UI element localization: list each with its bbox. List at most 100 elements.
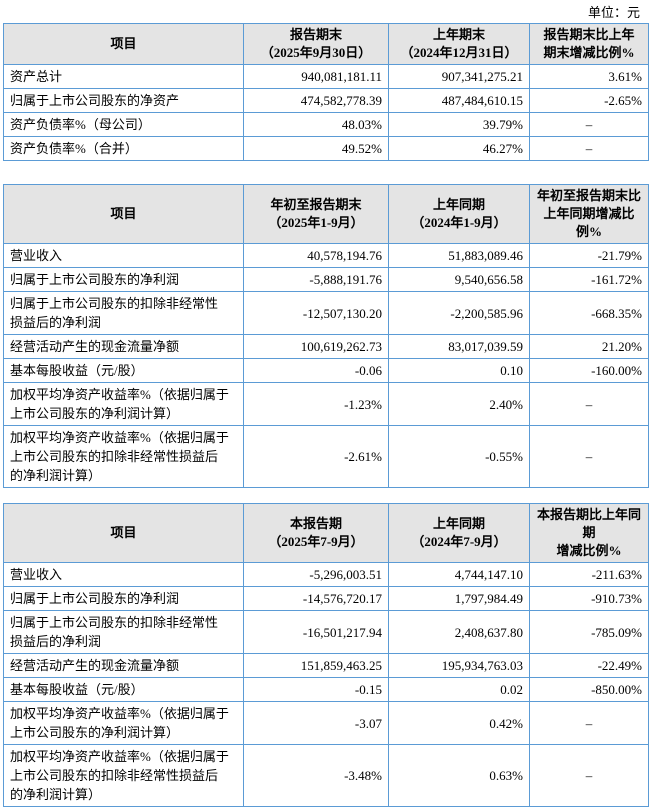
row-label: 资产总计: [3, 64, 244, 89]
no-value-dash: –: [529, 112, 649, 137]
row-label: 归属于上市公司股东的净资产: [3, 88, 244, 113]
row-label: 归属于上市公司股东的净利润: [3, 586, 244, 611]
value-cell: 1,797,984.49: [388, 586, 530, 611]
value-cell: 940,081,181.11: [243, 64, 389, 89]
value-cell: 0.63%: [388, 744, 530, 807]
table-row: 经营活动产生的现金流量净额 100,619,262.73 83,017,039.59…: [3, 334, 649, 359]
year-to-date-table: 项目 年初至报告期末 （2025年1-9月） 上年同期 （2024年1-9月） 年初至报告…: [3, 184, 649, 488]
value-cell: 40,578,194.76: [243, 243, 389, 268]
value-cell: 39.79%: [388, 112, 530, 137]
value-cell: -160.00%: [529, 358, 649, 383]
header-row: 项目 年初至报告期末 （2025年1-9月） 上年同期 （2024年1-9月） 年初至报告…: [3, 184, 649, 244]
column-header-line2: （2024年1-9月）: [411, 215, 507, 230]
column-header: 年初至报告期末 （2025年1-9月）: [243, 184, 389, 244]
value-cell: -0.15: [243, 677, 389, 702]
column-header: 项目: [3, 23, 244, 65]
column-header-line2: （2025年7-9月）: [268, 534, 364, 549]
header-row: 项目 本报告期 （2025年7-9月） 上年同期 （2024年7-9月） 本报告期比上年同…: [3, 503, 649, 563]
value-cell: 83,017,039.59: [388, 334, 530, 359]
value-cell: 49.52%: [243, 136, 389, 161]
value-cell: -161.72%: [529, 267, 649, 292]
value-cell: 51,883,089.46: [388, 243, 530, 268]
column-header-line2: 上年同期增减比例%: [543, 206, 635, 239]
value-cell: 46.27%: [388, 136, 530, 161]
column-header-line1: 上年同期: [432, 197, 485, 212]
column-header-line1: 项目: [110, 36, 137, 51]
row-label: 营业收入: [3, 243, 244, 268]
value-cell: -850.00%: [529, 677, 649, 702]
value-cell: 2.40%: [388, 382, 530, 426]
value-cell: 9,540,656.58: [388, 267, 530, 292]
unit-label: 单位：元: [587, 5, 640, 20]
column-header-line2: （2024年7-9月）: [411, 534, 507, 549]
column-header-line1: 上年同期: [432, 516, 485, 531]
value-cell: 0.02: [388, 677, 530, 702]
column-header: 项目: [3, 184, 244, 244]
column-header: 本报告期比上年同期 增减比例%: [529, 503, 649, 563]
column-header: 上年同期 （2024年1-9月）: [388, 184, 530, 244]
row-label: 基本每股收益（元/股）: [3, 358, 244, 383]
table-row: 基本每股收益（元/股） -0.15 0.02 -850.00%: [3, 677, 649, 702]
table-row: 加权平均净资产收益率%（依据归属于 上市公司股东的净利润计算） -3.07 0.42…: [3, 701, 649, 745]
report-page: 单位：元 项目 报告期末 （2025年9月30日） 上年期末 （2024年12月31日）…: [3, 5, 649, 807]
period-end-balance-table: 项目 报告期末 （2025年9月30日） 上年期末 （2024年12月31日） 报告期末比…: [3, 23, 649, 161]
table-row: 归属于上市公司股东的扣除非经常性 损益后的净利润 -12,507,130.20 -2…: [3, 291, 649, 335]
row-label: 加权平均净资产收益率%（依据归属于 上市公司股东的净利润计算）: [3, 382, 244, 426]
table-row: 加权平均净资产收益率%（依据归属于 上市公司股东的扣除非经常性损益后 的净利润计…: [3, 425, 649, 488]
row-label: 经营活动产生的现金流量净额: [3, 334, 244, 359]
value-cell: -14,576,720.17: [243, 586, 389, 611]
value-cell: 0.10: [388, 358, 530, 383]
table-row: 归属于上市公司股东的净利润 -14,576,720.17 1,797,984.49-…: [3, 586, 649, 611]
column-header-line2: 期末增减比例%: [543, 45, 635, 60]
value-cell: -3.48%: [243, 744, 389, 807]
column-header: 年初至报告期末比上年同期增减比例%: [529, 184, 649, 244]
value-cell: -12,507,130.20: [243, 291, 389, 335]
row-label: 归属于上市公司股东的扣除非经常性 损益后的净利润: [3, 610, 244, 654]
table-row: 营业收入 -5,296,003.51 4,744,147.10 -211.63%: [3, 562, 649, 587]
column-header-line1: 项目: [110, 206, 137, 221]
value-cell: -3.07: [243, 701, 389, 745]
table-row: 资产总计 940,081,181.11 907,341,275.21 3.61%: [3, 64, 649, 89]
column-header-line1: 本报告期: [289, 516, 342, 531]
table-row: 归属于上市公司股东的净资产 474,582,778.39 487,484,610.1…: [3, 88, 649, 113]
column-header-line1: 本报告期比上年同期: [536, 507, 641, 540]
column-header: 本报告期 （2025年7-9月）: [243, 503, 389, 563]
current-quarter-table: 项目 本报告期 （2025年7-9月） 上年同期 （2024年7-9月） 本报告期比上年同…: [3, 503, 649, 807]
column-header-line2: （2024年12月31日）: [400, 45, 518, 60]
value-cell: -211.63%: [529, 562, 649, 587]
column-header-line1: 报告期末比上年: [543, 27, 635, 42]
column-header-line2: （2025年1-9月）: [268, 215, 364, 230]
value-cell: -5,296,003.51: [243, 562, 389, 587]
header-row: 项目 报告期末 （2025年9月30日） 上年期末 （2024年12月31日） 报告期末比…: [3, 23, 649, 65]
value-cell: 2,408,637.80: [388, 610, 530, 654]
value-cell: -910.73%: [529, 586, 649, 611]
no-value-dash: –: [529, 744, 649, 807]
row-label: 资产负债率%（合并）: [3, 136, 244, 161]
value-cell: -0.55%: [388, 425, 530, 488]
value-cell: -668.35%: [529, 291, 649, 335]
value-cell: -22.49%: [529, 653, 649, 678]
value-cell: 100,619,262.73: [243, 334, 389, 359]
table-row: 营业收入 40,578,194.76 51,883,089.46 -21.79%: [3, 243, 649, 268]
column-header: 上年期末 （2024年12月31日）: [388, 23, 530, 65]
table-row: 经营活动产生的现金流量净额 151,859,463.25 195,934,763.0…: [3, 653, 649, 678]
value-cell: 21.20%: [529, 334, 649, 359]
value-cell: -1.23%: [243, 382, 389, 426]
column-header-line2: （2025年9月30日）: [260, 45, 372, 60]
value-cell: -2.61%: [243, 425, 389, 488]
value-cell: 0.42%: [388, 701, 530, 745]
value-cell: 4,744,147.10: [388, 562, 530, 587]
column-header-line1: 年初至报告期末比: [536, 188, 641, 203]
table-row: 归属于上市公司股东的净利润 -5,888,191.76 9,540,656.58 -1…: [3, 267, 649, 292]
row-label: 资产负债率%（母公司）: [3, 112, 244, 137]
table-row: 加权平均净资产收益率%（依据归属于 上市公司股东的净利润计算） -1.23% 2.4…: [3, 382, 649, 426]
table-row: 归属于上市公司股东的扣除非经常性 损益后的净利润 -16,501,217.94 2,…: [3, 610, 649, 654]
value-cell: -21.79%: [529, 243, 649, 268]
value-cell: 907,341,275.21: [388, 64, 530, 89]
table-row: 资产负债率%（合并） 49.52% 46.27% –: [3, 136, 649, 161]
value-cell: -0.06: [243, 358, 389, 383]
table-row: 基本每股收益（元/股） -0.06 0.10 -160.00%: [3, 358, 649, 383]
column-header: 项目: [3, 503, 244, 563]
column-header: 上年同期 （2024年7-9月）: [388, 503, 530, 563]
value-cell: 48.03%: [243, 112, 389, 137]
